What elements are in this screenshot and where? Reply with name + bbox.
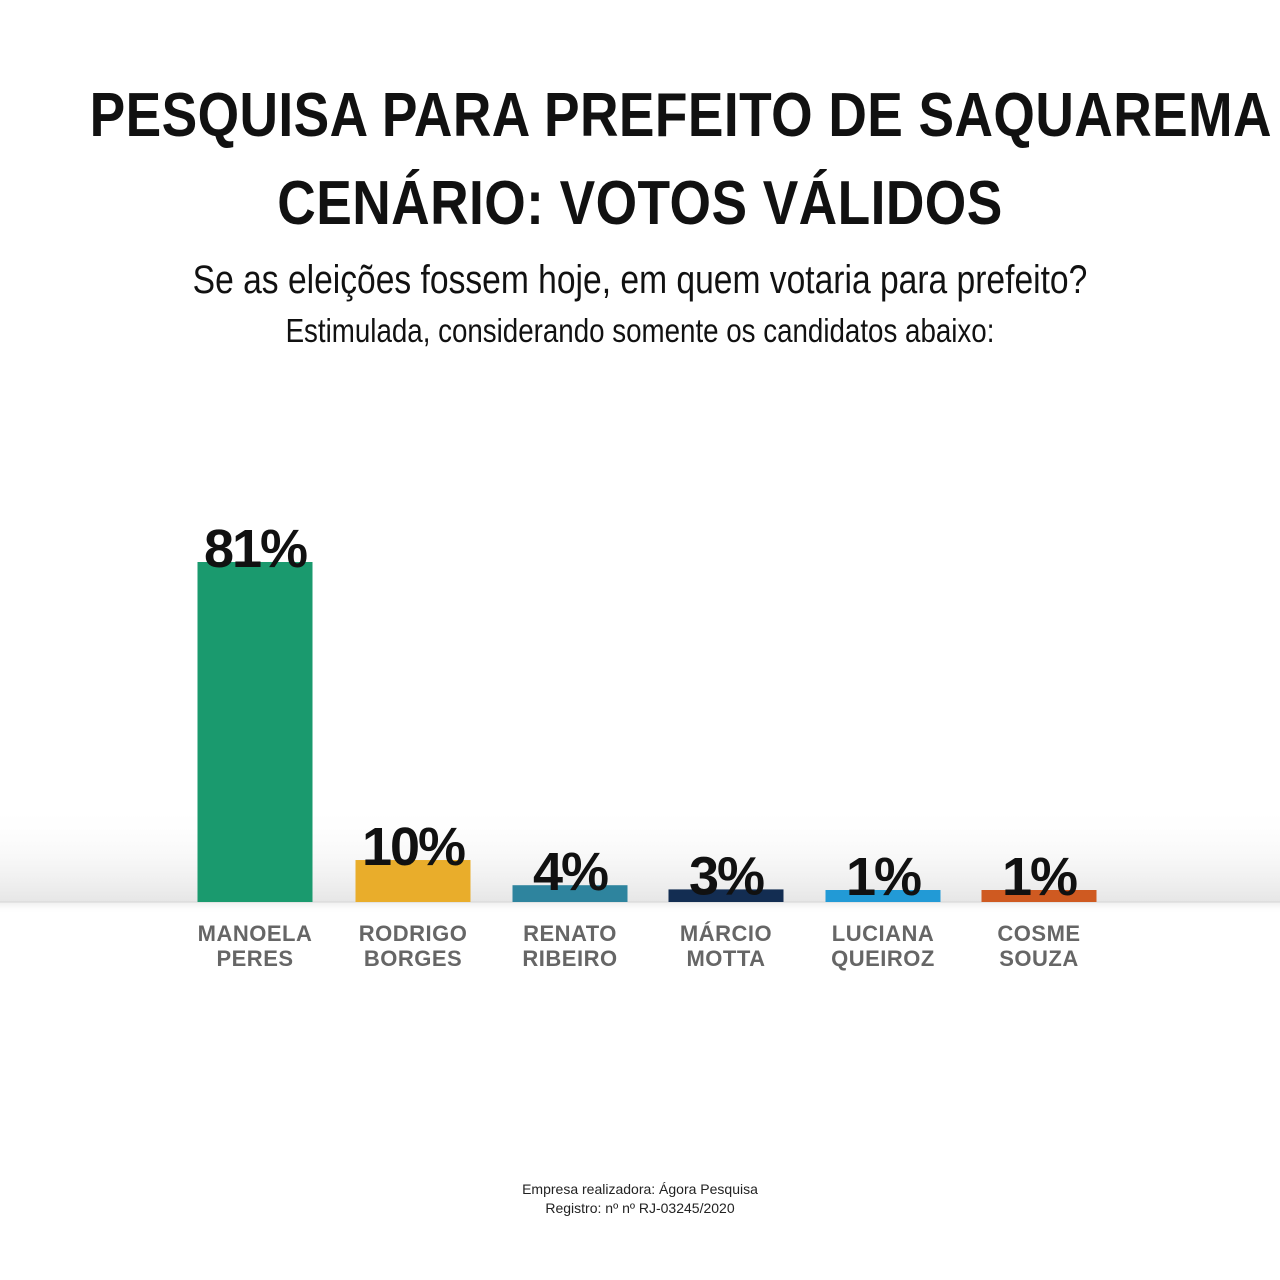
category-label-2-line-1: RIBEIRO	[522, 946, 617, 971]
chart-subtitle-note: Estimulada, considerando somente os cand…	[285, 312, 995, 349]
chart-title-line-1: PESQUISA PARA PREFEITO DE SAQUAREMA	[89, 81, 1272, 150]
value-label-1: 10%	[362, 817, 465, 877]
chart-subtitle-question: Se as eleições fossem hoje, em quem vota…	[192, 258, 1088, 302]
bar-2	[512, 885, 628, 902]
bar-1	[355, 860, 471, 902]
floor-shadow-below	[0, 902, 1280, 914]
category-label-2-line-0: RENATO	[523, 921, 617, 946]
value-label-5: 1%	[1002, 847, 1077, 907]
category-label-3-line-1: MOTTA	[686, 946, 765, 971]
bar-3	[668, 889, 784, 902]
value-label-4: 1%	[846, 847, 921, 907]
bar-0	[197, 562, 313, 902]
value-labels-group: 81% 10% 4% 3% 1% 1%	[204, 519, 1079, 907]
chart-title-line-2: CENÁRIO: VOTOS VÁLIDOS	[277, 169, 1003, 238]
bars-group	[197, 562, 1097, 902]
footer-company: Empresa realizadora: Ágora Pesquisa	[522, 1181, 758, 1197]
category-label-3-line-0: MÁRCIO	[680, 921, 772, 946]
footer-registration: Registro: nº nº RJ-03245/2020	[545, 1200, 735, 1216]
category-label-5-line-0: COSME	[997, 921, 1080, 946]
category-label-4-line-1: QUEIROZ	[831, 946, 935, 971]
value-label-2: 4%	[533, 842, 608, 902]
value-label-3: 3%	[689, 846, 764, 906]
value-label-0: 81%	[204, 519, 307, 579]
floor-shadow	[0, 805, 1280, 902]
bar-4	[825, 890, 941, 902]
footer: Empresa realizadora: Ágora Pesquisa Regi…	[0, 1180, 1280, 1218]
category-label-0-line-1: PERES	[216, 946, 293, 971]
category-label-4-line-0: LUCIANA	[832, 921, 935, 946]
category-label-5-line-1: SOUZA	[999, 946, 1079, 971]
bar-5	[981, 890, 1097, 902]
category-label-1-line-1: BORGES	[364, 946, 462, 971]
category-label-1-line-0: RODRIGO	[359, 921, 468, 946]
category-label-0-line-0: MANOELA	[198, 921, 313, 946]
